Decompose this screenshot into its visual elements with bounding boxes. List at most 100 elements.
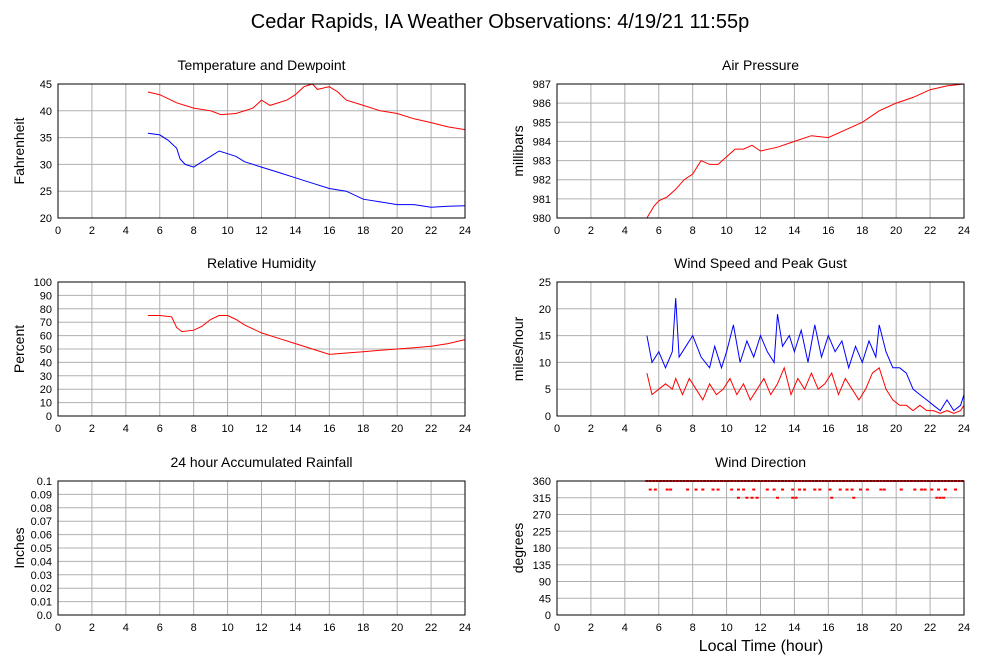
y-tick-label: 50 [40,344,52,356]
x-tick-label: 16 [323,225,335,237]
x-tick-label: 4 [123,423,129,435]
y-tick-label: 5 [545,384,551,396]
y-tick-label: 987 [533,79,551,91]
x-tick-label: 16 [822,423,834,435]
data-point [752,488,756,491]
x-tick-label: 6 [157,225,163,237]
x-tick-label: 8 [191,225,197,237]
x-tick-label: 18 [357,225,369,237]
data-point [850,488,854,491]
x-tick-label: 24 [958,622,970,634]
y-tick-label: 225 [533,526,551,538]
x-tick-label: 24 [958,225,970,237]
data-point [798,488,802,491]
y-tick-label: 982 [533,175,551,187]
data-point [701,488,705,491]
data-point [830,496,834,499]
x-tick-label: 20 [391,622,403,634]
x-tick-label: 20 [890,225,902,237]
y-tick-label: 0.06 [31,530,52,542]
y-axis-label: Fahrenheit [11,117,27,184]
y-tick-label: 35 [40,133,52,145]
x-tick-label: 22 [425,225,437,237]
x-tick-label: 0 [55,622,61,634]
x-tick-label: 8 [690,423,696,435]
x-tick-label: 16 [822,622,834,634]
x-tick-label: 16 [323,622,335,634]
plot-frame [57,83,466,219]
x-tick-label: 0 [554,225,560,237]
x-tick-label: 18 [856,225,868,237]
data-point [865,488,869,491]
y-tick-label: 0.08 [31,503,52,515]
data-point [669,488,673,491]
data-point [686,488,690,491]
x-tick-label: 14 [289,225,301,237]
x-tick-label: 10 [221,423,233,435]
x-tick-label: 24 [459,622,471,634]
x-tick-label: 2 [588,225,594,237]
data-point [716,488,720,491]
y-tick-label: 15 [539,331,551,343]
data-point [845,488,849,491]
data-point [935,496,939,499]
data-point [750,496,754,499]
x-tick-label: 4 [123,225,129,237]
x-tick-label: 12 [255,423,267,435]
y-tick-label: 180 [533,543,551,555]
y-tick-label: 0 [545,610,551,622]
y-tick-label: 80 [40,304,52,316]
x-tick-label: 2 [89,423,95,435]
y-tick-label: 0.04 [31,556,52,568]
data-point [694,488,698,491]
plot-frame [57,281,466,417]
x-tick-label: 20 [890,622,902,634]
x-tick-label: 2 [89,225,95,237]
plot-frame [556,281,965,417]
y-tick-label: 270 [533,510,551,522]
x-tick-label: 6 [656,622,662,634]
series-0-line [646,83,965,219]
data-point [653,488,657,491]
data-point [879,488,883,491]
x-tick-label: 22 [425,622,437,634]
x-tick-label: 18 [357,622,369,634]
y-tick-label: 60 [40,331,52,343]
data-point [648,488,652,491]
x-tick-label: 6 [656,225,662,237]
data-point [852,496,856,499]
plot-frame [556,83,965,219]
data-point [813,488,817,491]
y-tick-label: 0.1 [37,476,52,488]
y-tick-label: 0.02 [31,583,52,595]
x-tick-label: 6 [157,423,163,435]
data-point [828,488,832,491]
data-point [938,496,942,499]
x-tick-label: 2 [588,423,594,435]
plot-frame [57,480,466,616]
y-tick-label: 135 [533,560,551,572]
y-tick-label: 100 [34,277,52,289]
series-1-line [646,366,965,414]
x-tick-label: 12 [754,622,766,634]
chart-title: Temperature and Dewpoint [177,57,345,73]
x-axis-title: Local Time (hour) [699,638,824,655]
x-tick-label: 24 [459,225,471,237]
y-tick-label: 0.05 [31,543,52,555]
x-tick-label: 14 [788,622,800,634]
x-tick-label: 2 [89,622,95,634]
x-tick-label: 24 [958,423,970,435]
series-0-line [147,83,466,131]
x-tick-label: 8 [690,622,696,634]
series-1-line [147,132,466,208]
x-tick-label: 6 [157,622,163,634]
y-tick-label: 70 [40,317,52,329]
y-tick-label: 0.09 [31,489,52,501]
y-tick-label: 25 [40,186,52,198]
data-point [736,488,740,491]
y-tick-label: 0 [46,411,52,423]
x-tick-label: 12 [255,622,267,634]
